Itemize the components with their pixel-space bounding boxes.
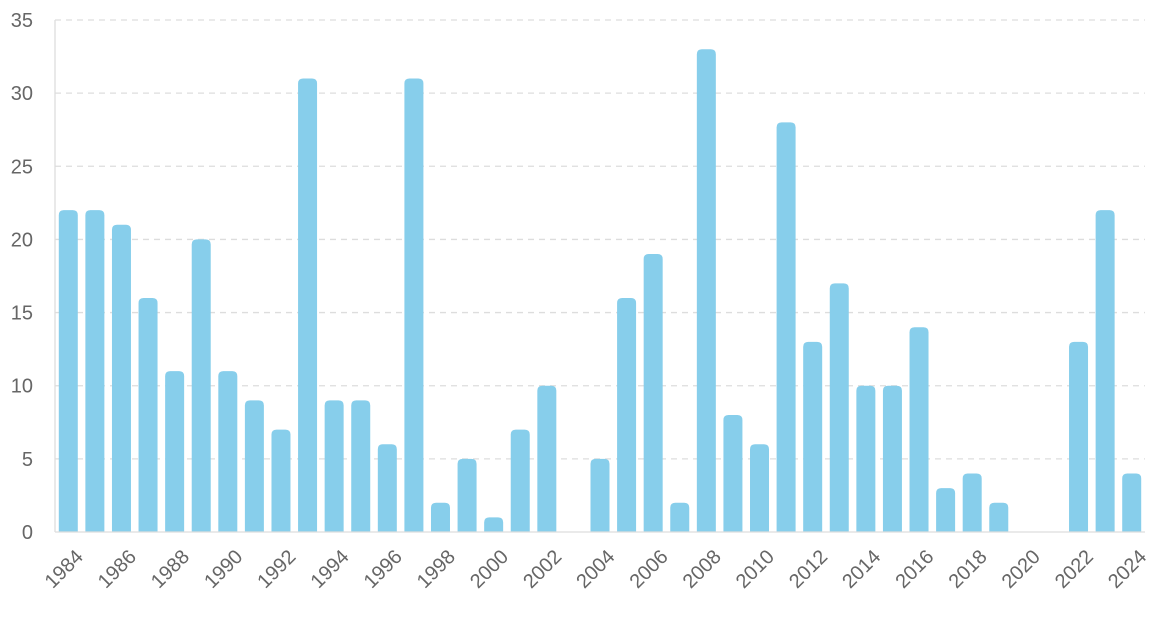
- x-tick-label: 2020: [998, 546, 1045, 593]
- y-tick-label: 30: [11, 83, 33, 105]
- bar-2017: [936, 488, 956, 532]
- x-tick-label: 1990: [200, 546, 247, 593]
- bar-2013: [829, 283, 849, 532]
- bar-2010: [750, 444, 770, 532]
- x-tick-label: 2024: [1104, 546, 1151, 593]
- x-tick-label: 2022: [1051, 546, 1098, 593]
- bar-2004: [590, 458, 610, 532]
- bar-1995: [351, 400, 371, 532]
- x-tick-label: 2002: [519, 546, 566, 593]
- x-tick-label: 1986: [94, 546, 141, 593]
- bar-1989: [191, 239, 211, 532]
- x-tick-label: 1998: [413, 546, 460, 593]
- bar-1996: [377, 444, 397, 532]
- bar-1990: [218, 371, 238, 532]
- x-tick-label: 2014: [838, 546, 885, 593]
- bar-2002: [537, 385, 557, 532]
- bar-2019: [989, 502, 1009, 532]
- bar-2000: [484, 517, 504, 532]
- x-tick-label: 2012: [785, 546, 832, 593]
- x-tick-label: 1994: [307, 546, 354, 593]
- bar-2008: [696, 49, 716, 532]
- x-tick-label: 2000: [466, 546, 513, 593]
- x-tick-label: 1996: [360, 546, 407, 593]
- y-tick-label: 0: [22, 522, 33, 544]
- x-tick-label: 2006: [626, 546, 673, 593]
- bar-2001: [510, 429, 530, 532]
- y-tick-label: 20: [11, 229, 33, 251]
- bar-2015: [882, 385, 902, 532]
- bar-1986: [111, 224, 131, 533]
- x-tick-label: 2004: [572, 546, 619, 593]
- x-axis-tick-labels: 1984 1986 1988 1990 1992 1994 1996 1998 2000 2002…: [41, 546, 1151, 593]
- bar-2024: [1122, 473, 1142, 532]
- bar-1997: [404, 78, 424, 532]
- bar-2023: [1095, 210, 1115, 532]
- x-tick-label: 2010: [732, 546, 779, 593]
- bar-2009: [723, 414, 743, 532]
- y-tick-label: 25: [11, 156, 33, 178]
- bar-1984: [58, 210, 78, 532]
- x-tick-label: 1988: [147, 546, 194, 593]
- bar-1999: [457, 458, 477, 532]
- bar-1993: [298, 78, 318, 532]
- y-tick-label: 35: [11, 10, 33, 32]
- bar-2011: [776, 122, 796, 533]
- bar-1988: [165, 371, 185, 532]
- bar-2006: [643, 254, 663, 533]
- bar-2018: [962, 473, 982, 532]
- bar-1987: [138, 297, 158, 532]
- bar-1985: [85, 210, 105, 532]
- y-tick-label: 5: [22, 449, 33, 471]
- axes: [54, 20, 1145, 533]
- y-tick-label: 10: [11, 376, 33, 398]
- bar-2012: [803, 341, 823, 532]
- x-tick-label: 2018: [945, 546, 992, 593]
- bar-1992: [271, 429, 291, 532]
- bar-1994: [324, 400, 344, 532]
- bar-1991: [244, 400, 264, 532]
- bar-2014: [856, 385, 876, 532]
- x-tick-label: 2016: [891, 546, 938, 593]
- x-tick-label: 1992: [253, 546, 300, 593]
- bar-1998: [430, 502, 450, 532]
- bar-2005: [617, 297, 637, 532]
- y-axis-tick-labels: 0 5 10 15 20 25 30 35: [11, 10, 33, 544]
- y-tick-label: 15: [11, 303, 33, 325]
- bar-2022: [1069, 341, 1089, 532]
- x-tick-label: 2008: [679, 546, 726, 593]
- bar-2007: [670, 502, 690, 532]
- x-tick-label: 1984: [41, 546, 88, 593]
- bar-2016: [909, 327, 929, 532]
- bars: [58, 49, 1142, 533]
